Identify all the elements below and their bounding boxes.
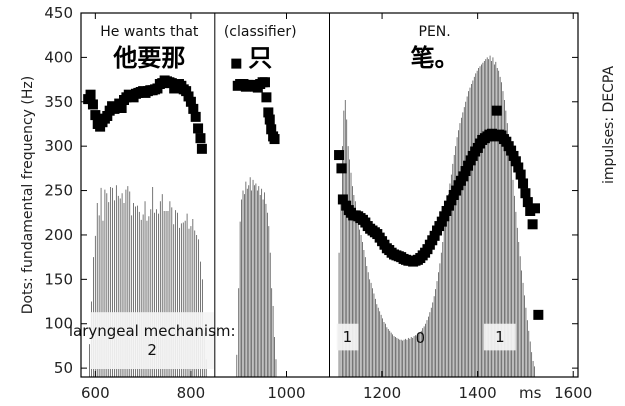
y-tick-label-4: 250 [44,182,73,200]
f0-dot-49 [231,58,242,69]
f0-dot-142 [510,156,521,167]
x-tick-label-5: 1600 [554,384,592,402]
f0-dot-146 [520,188,531,199]
f0-dot-64 [264,114,275,125]
f0-dot-67 [269,134,280,145]
f0-dot-2 [87,99,98,110]
f0-dot-121 [460,166,471,177]
f0-dot-69 [336,163,347,174]
f0-dot-45 [190,111,201,122]
f0-dot-117 [451,185,462,196]
f0-dot-122 [463,160,474,171]
segment-labels: He wants that 他要那 (classifier) 只 PEN. 笔。 [100,24,458,72]
impulse-bars [89,55,535,377]
f0-dot-61 [259,77,270,88]
axis-ticks: 50 100 150 200 250 300 350 400 450 600 800 1000 1200… [44,4,592,402]
f0-dot-151 [533,309,544,320]
f0-dot-68 [334,150,345,161]
segment-english-2: PEN. [419,24,451,40]
segment-chinese-1: 只 [248,44,272,72]
f0-dot-41 [181,86,192,97]
f0-dot-114 [443,200,454,211]
f0-dot-115 [446,195,457,206]
f0-dot-42 [183,91,194,102]
segment-chinese-2: 笔。 [411,44,459,72]
f0-dot-44 [188,103,199,114]
f0-dot-144 [515,169,526,180]
annotation-text-1-0: 1 [343,328,353,346]
plot-frame [80,12,579,378]
y-tick-label-8: 450 [44,4,73,22]
x-tick-label-1: 800 [177,384,206,402]
annotation-label-0: 0 [416,329,426,347]
x-tick-label-4: 1400 [459,384,497,402]
annotation-text-0-0: laryngeal mechanism: [69,322,236,340]
f0-dot-3 [90,110,101,121]
f0-dot-43 [185,96,196,107]
f0-dot-108 [429,230,440,241]
mechanism-annotations: laryngeal mechanism:2 1 1 0 [69,312,516,370]
plot-border [80,12,579,378]
f0-dot-143 [513,162,524,173]
segment-english-0: He wants that [100,24,199,40]
f0-dot-48 [196,143,207,154]
f0-dot-134 [491,105,502,116]
annotation-box-0 [90,312,214,370]
y-tick-label-1: 100 [44,315,73,333]
y-tick-label-0: 50 [54,359,73,377]
f0-dot-149 [527,219,538,230]
x-tick-label-2: 1000 [267,384,305,402]
segment-chinese-0: 他要那 [112,44,185,72]
y-axis-title: Dots: fundamental frequency (Hz) [20,76,36,314]
f0-dot-62 [261,92,272,103]
x-tick-label-3: 1200 [363,384,401,402]
y-axis-title-right: impulses: DECPA [601,66,617,184]
f0-dot-145 [518,178,529,189]
f0-dot-47 [195,133,206,144]
f0-dots [83,58,544,320]
y-tick-label-2: 150 [44,270,73,288]
f0-dot-120 [458,171,469,182]
y-tick-label-7: 400 [44,48,73,66]
f0-dot-150 [529,203,540,214]
f0-dot-112 [439,211,450,222]
annotation-text-2-0: 1 [495,328,505,346]
f0-dot-141 [508,150,519,161]
segment-boundaries [214,13,330,377]
f0-dot-63 [263,107,274,118]
f0-dot-14 [116,102,127,113]
y-tick-label-5: 300 [44,137,73,155]
f0-dot-46 [193,123,204,134]
annotation-text-0-1: 2 [147,341,157,359]
f0-dot-113 [441,205,452,216]
x-tick-label-0: 600 [81,384,110,402]
segment-english-1: (classifier) [224,24,297,40]
annotation-box-1 [336,323,359,351]
f0-dot-147 [522,197,533,208]
f0-dot-8 [102,110,113,121]
annotation-box-2 [483,323,516,351]
y-tick-label-6: 350 [44,93,73,111]
f0-dot-70 [337,194,348,205]
f0-dot-65 [266,124,277,135]
y-tick-label-3: 200 [44,226,73,244]
f0-dot-140 [506,145,517,156]
f0-dot-1 [85,89,96,100]
x-axis-unit: ms [519,384,542,402]
f0-dot-111 [436,216,447,227]
